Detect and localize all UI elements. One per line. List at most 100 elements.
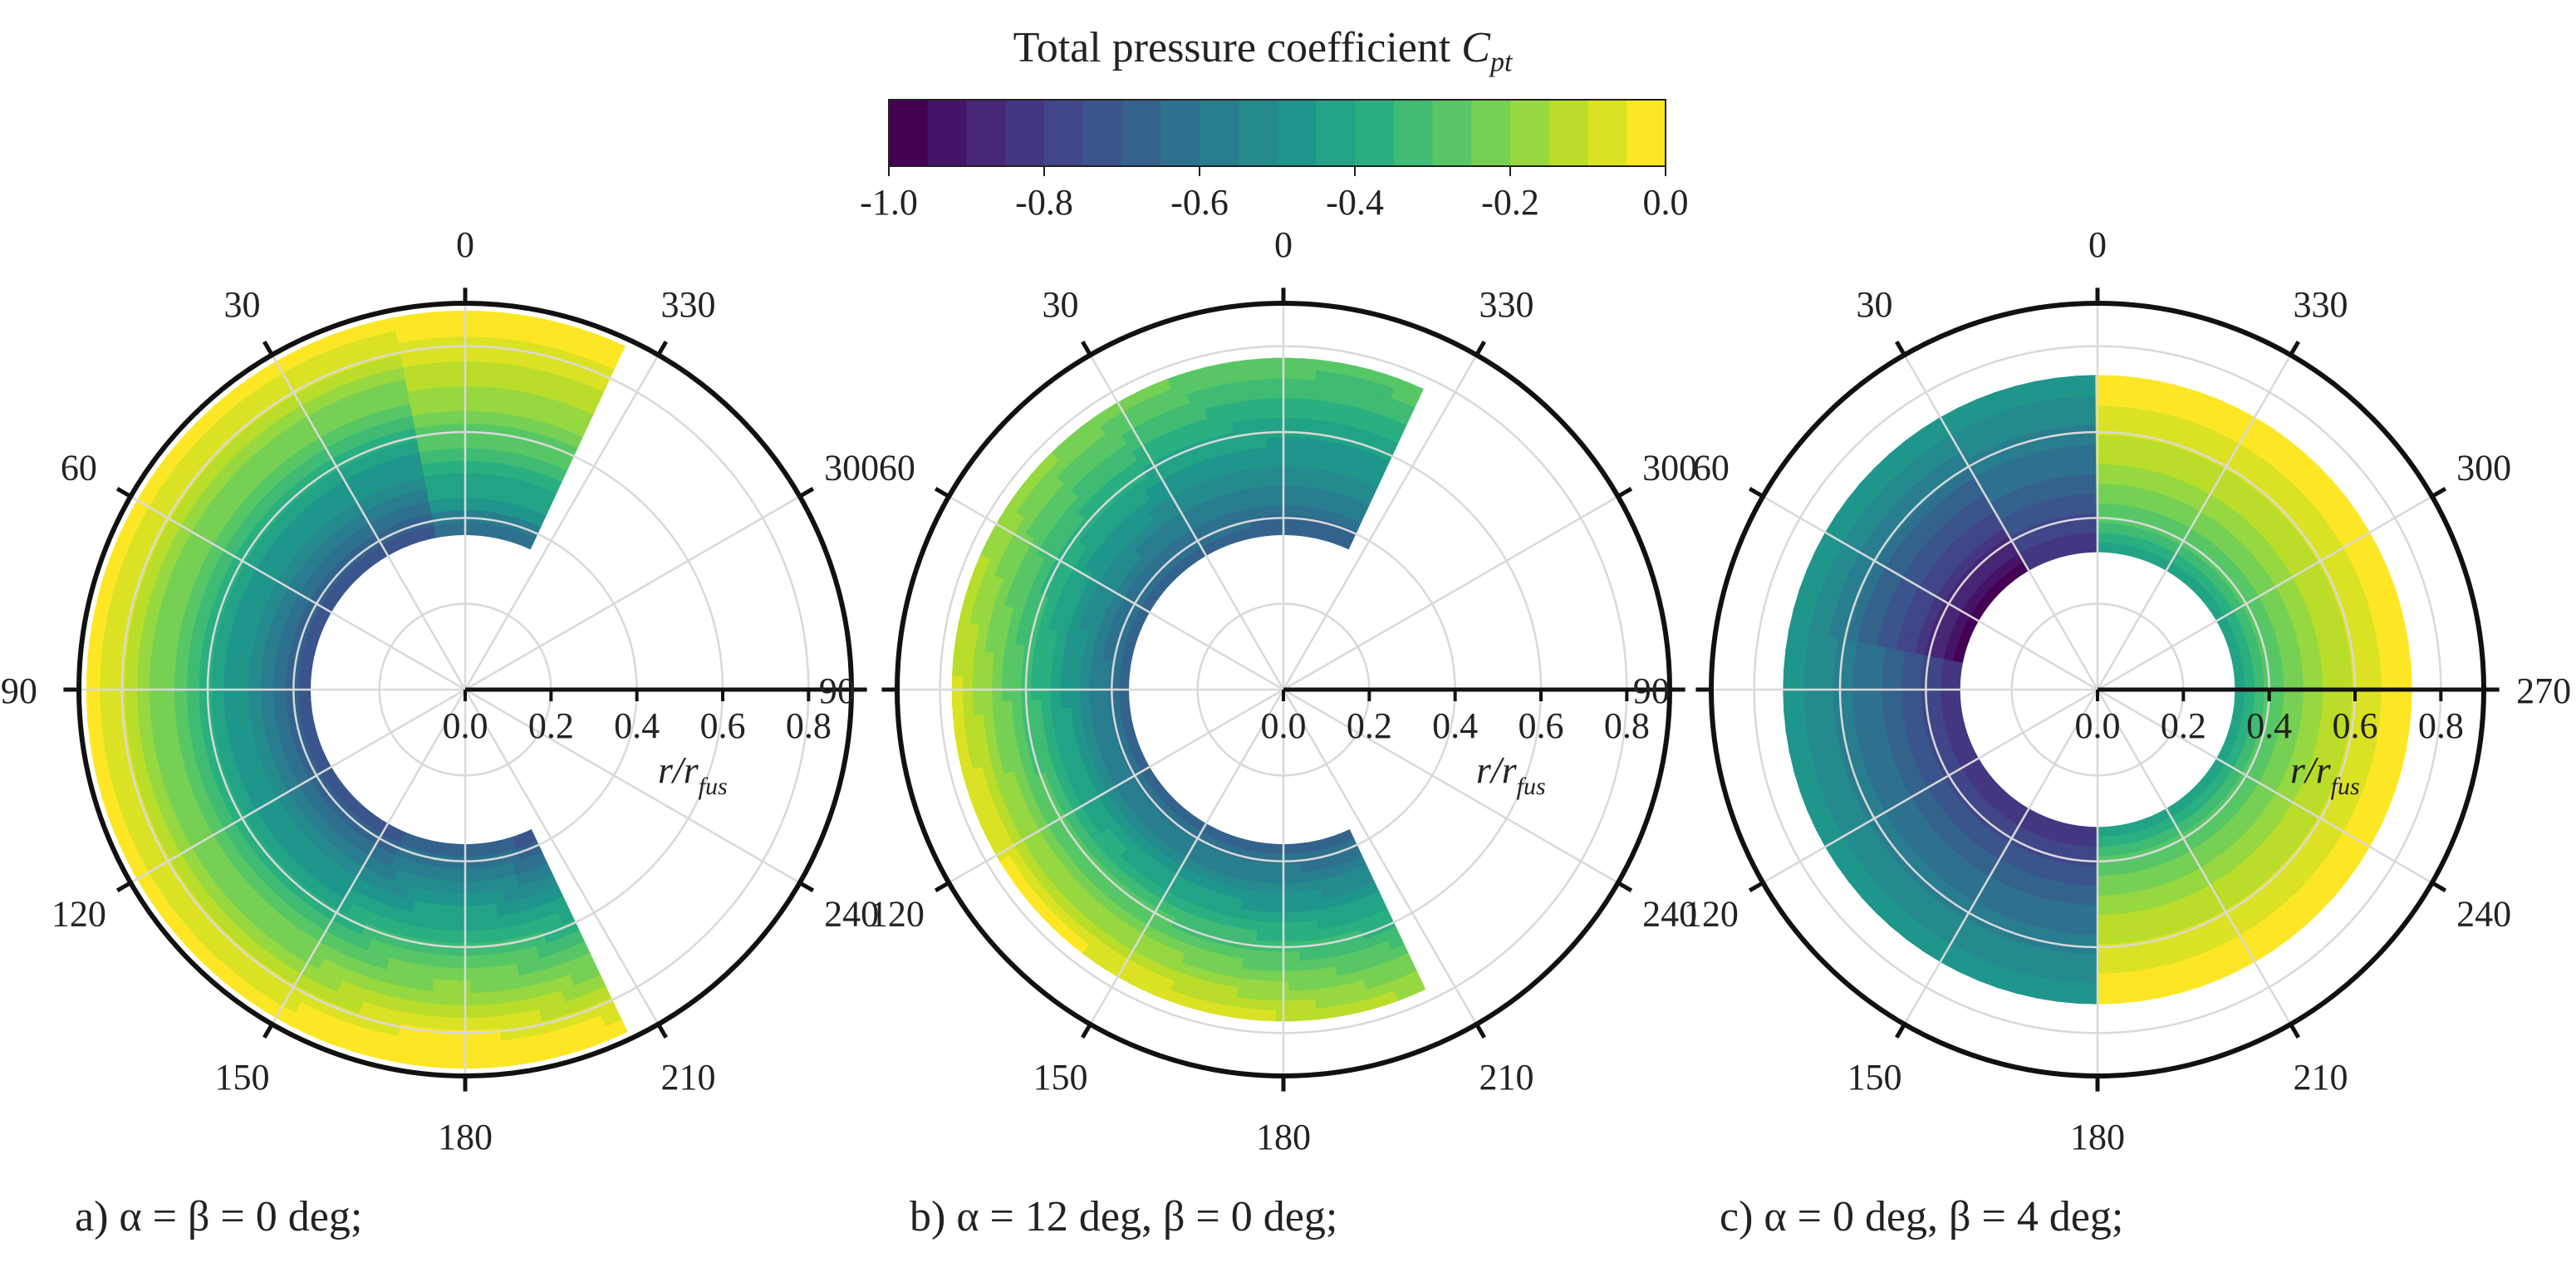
colorbar-swatch (1627, 100, 1666, 166)
contour-cell (521, 365, 540, 382)
contour-cell (416, 1001, 434, 1018)
contour-cell (386, 523, 400, 539)
contour-cell (467, 521, 476, 536)
contour-cell (2085, 521, 2098, 533)
contour-cell (1286, 445, 1298, 458)
contour-cell (1929, 690, 1941, 702)
angle-label-150: 150 (1033, 1057, 1087, 1098)
polar-plot-c: 0.0 0.2 0.4 0.6 0.8r/rfus0306090120150180210… (1633, 224, 2571, 1157)
contour-cell (474, 842, 483, 858)
contour-cell (397, 960, 415, 977)
contour-cell (97, 580, 115, 602)
contour-cell (149, 650, 164, 667)
contour-cell (515, 1035, 536, 1053)
contour-cell (440, 347, 458, 363)
contour-cell (94, 595, 112, 616)
grid-spoke (271, 354, 467, 690)
contour-cell (423, 323, 443, 339)
contour-cell (520, 857, 533, 874)
contour-cell (414, 1014, 433, 1030)
contour-cell (400, 518, 414, 534)
contour-cell (467, 459, 479, 474)
colorbar-tick-label: -0.4 (1326, 182, 1384, 223)
contour-cell (311, 615, 327, 628)
angle-label-120: 120 (870, 894, 925, 935)
contour-cell (449, 471, 461, 486)
contour-cell (498, 436, 513, 453)
contour-cell (421, 901, 435, 918)
contour-cell (292, 737, 308, 750)
contour-cell (185, 700, 200, 715)
contour-cell (434, 879, 446, 895)
contour-cell (441, 484, 453, 499)
contour-cell (124, 646, 140, 665)
contour-cell (494, 977, 512, 993)
contour-cell (445, 967, 461, 982)
contour-cell (223, 709, 238, 722)
contour-cell (454, 843, 463, 858)
colorbar-swatch (1316, 100, 1356, 166)
contour-cell (145, 594, 164, 614)
contour-cell (512, 834, 525, 850)
contour-cell (478, 916, 492, 932)
contour-cell (123, 690, 138, 707)
contour-cell (453, 856, 463, 871)
contour-cell (385, 957, 403, 975)
contour-cell (484, 311, 504, 327)
grid-spoke (464, 689, 660, 1025)
contour-cell (428, 1015, 446, 1031)
contour-cell (148, 676, 163, 692)
contour-cell (138, 729, 155, 747)
angle-tick (656, 1023, 668, 1039)
contour-cell (325, 774, 341, 789)
colorbar: -1.0 -0.8 -0.6 -0.4 -0.2 0.0 (860, 99, 1689, 223)
contour-cell (259, 697, 275, 709)
contour-cell (467, 471, 478, 486)
contour-cell (508, 363, 527, 380)
contour-cell (88, 626, 105, 647)
contour-cell (504, 963, 522, 980)
contour-cell (285, 755, 302, 769)
contour-cell (388, 840, 402, 857)
contour-cell (398, 532, 411, 548)
contour-cell (277, 887, 297, 906)
contour-cell (2398, 707, 2412, 731)
angle-label-120: 120 (52, 894, 106, 935)
contour-cell (379, 981, 398, 999)
contour-cell (491, 486, 503, 502)
contour-cell (297, 690, 312, 698)
contour-cell (223, 699, 238, 712)
contour-cell (430, 903, 444, 919)
contour-cell (375, 317, 396, 335)
contour-cell (136, 715, 153, 734)
contour-cell (273, 657, 289, 669)
contour-cell (423, 952, 439, 969)
angle-tick (263, 340, 274, 356)
contour-cell (248, 653, 264, 666)
contour-cell (161, 651, 177, 668)
contour-cell (400, 363, 419, 381)
contour-cell (166, 613, 184, 631)
contour-cell (445, 521, 455, 537)
contour-cell (2056, 990, 2080, 1005)
contour-cell (101, 565, 120, 587)
contour-field-a (86, 310, 628, 1069)
contour-cell (333, 785, 349, 801)
contour-cell (467, 484, 478, 499)
colorbar-swatch (1355, 100, 1395, 166)
contour-cell (454, 310, 473, 325)
angle-tick (1474, 340, 1486, 356)
contour-cell (123, 675, 138, 692)
contour-cell (101, 734, 118, 754)
contour-cell (459, 484, 469, 499)
contour-cell (442, 372, 459, 387)
angle-tick (798, 881, 815, 892)
contour-cell (2117, 990, 2142, 1004)
contour-cell (503, 400, 519, 416)
contour-cell (431, 991, 448, 1006)
contour-cell (474, 496, 485, 512)
contour-cell (488, 510, 499, 526)
contour-cell (469, 360, 485, 375)
contour-cell (384, 354, 404, 371)
contour-cell (100, 643, 115, 663)
